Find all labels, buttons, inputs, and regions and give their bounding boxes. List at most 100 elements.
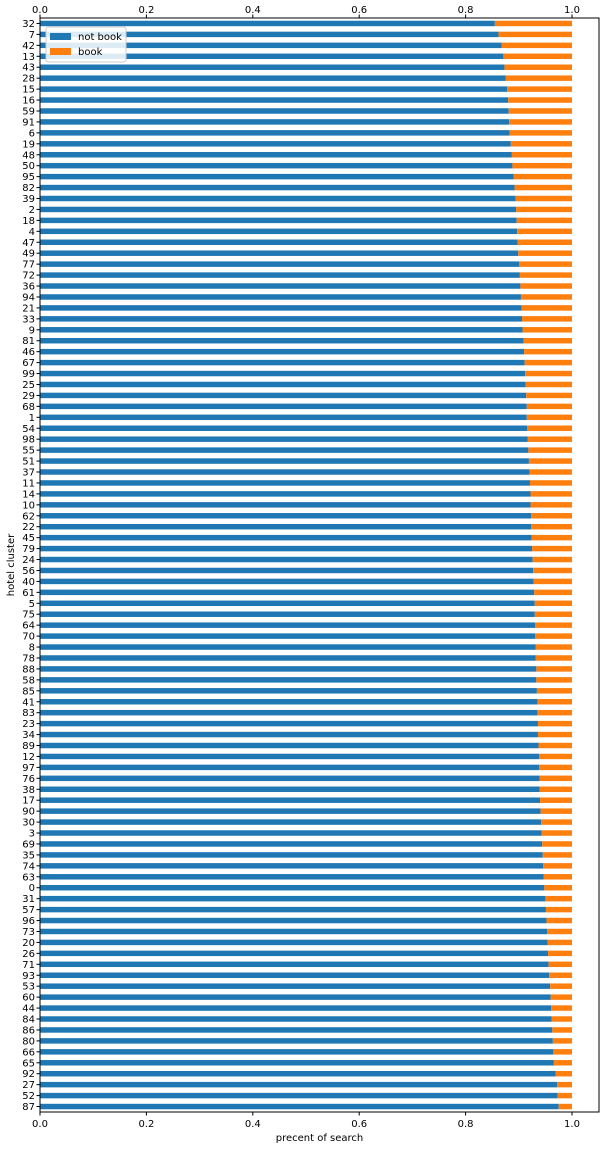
x-tick-label-top: 1.0	[564, 5, 580, 16]
bar-book-15	[507, 86, 572, 92]
bar-not-book-0	[40, 884, 545, 891]
bar-book-70	[535, 633, 572, 639]
bar-book-44	[551, 1005, 572, 1011]
bar-book-17	[540, 797, 572, 803]
bar-not-book-53	[40, 983, 551, 989]
bar-not-book-47	[40, 239, 518, 245]
bar-not-book-3	[40, 830, 542, 836]
bar-book-89	[538, 742, 572, 749]
legend-swatch-book	[50, 48, 71, 55]
bar-book-12	[539, 753, 572, 760]
y-tick-label: 28	[22, 74, 35, 85]
bar-book-23	[537, 720, 572, 727]
bar-book-26	[548, 950, 572, 957]
y-tick-label: 39	[22, 194, 35, 205]
bar-book-60	[550, 994, 572, 1000]
y-tick-label: 26	[22, 949, 35, 960]
bar-not-book-60	[40, 994, 551, 1000]
bar-not-book-94	[40, 294, 521, 300]
bar-book-94	[520, 294, 572, 300]
bar-not-book-9	[40, 327, 523, 333]
bar-book-84	[551, 1016, 572, 1022]
bar-not-book-42	[40, 42, 502, 49]
y-tick-label: 86	[22, 1025, 35, 1036]
bar-book-37	[529, 469, 572, 475]
bar-book-55	[528, 447, 572, 453]
bar-not-book-77	[40, 261, 520, 267]
bar-not-book-72	[40, 272, 520, 278]
y-tick-label: 72	[22, 271, 35, 282]
bar-book-80	[552, 1038, 572, 1044]
bar-not-book-39	[40, 195, 516, 202]
bar-book-61	[534, 589, 572, 596]
y-tick-label: 19	[22, 139, 35, 150]
y-tick-label: 0	[29, 883, 35, 894]
y-tick-label: 1	[29, 413, 35, 424]
bar-not-book-63	[40, 874, 544, 880]
y-tick-label: 98	[22, 435, 35, 446]
y-tick-label: 25	[22, 380, 35, 391]
y-tick-label: 12	[22, 752, 35, 763]
x-tick-label-top: 0.0	[32, 5, 48, 16]
y-tick-label: 97	[22, 763, 35, 774]
bar-not-book-44	[40, 1005, 552, 1011]
bar-not-book-95	[40, 173, 514, 180]
bar-not-book-64	[40, 622, 536, 628]
bar-book-76	[539, 775, 572, 782]
bar-not-book-24	[40, 556, 533, 563]
plot-frame	[39, 17, 600, 1113]
y-tick-label: 82	[22, 183, 35, 194]
y-tick-label: 84	[22, 1015, 35, 1026]
bar-book-88	[536, 666, 572, 672]
bar-not-book-80	[40, 1038, 553, 1044]
y-tick-label: 27	[22, 1080, 35, 1091]
bar-book-82	[514, 184, 572, 191]
bar-not-book-15	[40, 86, 508, 92]
bar-book-43	[504, 64, 572, 70]
y-tick-label: 7	[29, 30, 35, 41]
bar-book-77	[519, 261, 572, 267]
y-tick-label: 42	[22, 41, 35, 52]
bar-book-48	[511, 152, 572, 158]
bar-book-87	[558, 1103, 572, 1110]
bar-not-book-52	[40, 1092, 558, 1099]
bar-book-64	[535, 622, 572, 628]
bar-not-book-87	[40, 1103, 559, 1110]
bar-not-book-16	[40, 97, 509, 103]
bar-book-3	[541, 830, 572, 836]
y-axis-label: hotel cluster	[6, 533, 17, 596]
bar-not-book-92	[40, 1070, 556, 1077]
bar-not-book-75	[40, 611, 535, 617]
bar-book-36	[520, 283, 572, 289]
bar-not-book-49	[40, 250, 519, 256]
bar-book-62	[531, 513, 572, 519]
y-tick-label: 64	[22, 621, 35, 632]
bar-book-46	[524, 348, 572, 355]
y-tick-label: 69	[22, 839, 35, 850]
bar-not-book-23	[40, 720, 538, 727]
bar-not-book-10	[40, 502, 531, 508]
bar-book-39	[515, 195, 572, 202]
x-tick-label-bottom: 0.2	[138, 1119, 154, 1130]
bar-book-30	[541, 819, 572, 825]
bar-book-28	[505, 75, 572, 81]
y-tick-label: 38	[22, 785, 35, 796]
y-tick-label: 59	[22, 106, 35, 117]
y-tick-label: 6	[29, 128, 35, 139]
x-tick-label-bottom: 0.6	[351, 1119, 367, 1130]
bar-not-book-61	[40, 589, 535, 596]
bar-not-book-26	[40, 950, 549, 957]
y-tick-label: 93	[22, 971, 35, 982]
bar-book-86	[552, 1027, 572, 1033]
x-tick-labels: 0.0 0.0 0.2 0.2 0.4 0.4 0.6 0.6 0.8 0.8 1.0 1.0	[32, 5, 580, 1130]
bar-not-book-11	[40, 480, 530, 486]
bar-not-book-14	[40, 491, 531, 497]
bar-not-book-91	[40, 119, 510, 125]
bar-not-book-46	[40, 348, 525, 355]
y-tick-label: 17	[22, 796, 35, 807]
bar-book-11	[529, 480, 572, 486]
bar-not-book-59	[40, 108, 509, 114]
y-tick-label: 15	[22, 85, 35, 96]
y-tick-label: 4	[29, 227, 35, 238]
